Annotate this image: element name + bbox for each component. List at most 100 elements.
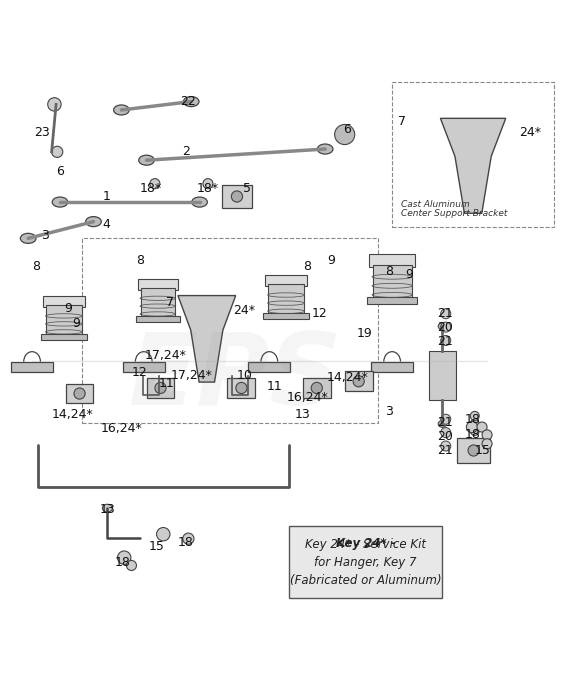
Text: 24*: 24* (519, 126, 541, 139)
Bar (227, 378, 255, 398)
Bar (141, 288, 175, 317)
Circle shape (311, 382, 323, 393)
Circle shape (231, 191, 242, 202)
Text: 12: 12 (312, 307, 328, 320)
Bar (123, 362, 165, 372)
Text: 22: 22 (181, 95, 196, 108)
Bar (41, 334, 87, 340)
Text: 7: 7 (398, 115, 406, 127)
Bar (136, 316, 180, 322)
Circle shape (441, 414, 450, 424)
Text: EPS: EPS (129, 330, 343, 426)
Text: 17,24*: 17,24* (145, 349, 187, 362)
Text: 4: 4 (103, 218, 111, 231)
Text: 15: 15 (475, 444, 490, 457)
Bar (66, 384, 94, 403)
Text: 17,24*: 17,24* (170, 369, 212, 382)
Text: 9: 9 (72, 316, 80, 330)
Text: 16,24*: 16,24* (100, 421, 142, 435)
Ellipse shape (86, 216, 102, 227)
Text: 18*: 18* (140, 181, 162, 195)
Text: Cast Aluminum: Cast Aluminum (401, 200, 469, 209)
Bar (457, 438, 490, 463)
Circle shape (441, 441, 450, 451)
Polygon shape (440, 118, 506, 214)
Text: 9: 9 (327, 254, 335, 267)
Text: 9: 9 (405, 268, 413, 281)
Text: 7: 7 (166, 296, 174, 309)
Circle shape (441, 322, 450, 332)
Ellipse shape (52, 197, 68, 207)
Text: 15: 15 (149, 540, 164, 553)
Circle shape (236, 382, 247, 393)
Text: 14,24*: 14,24* (52, 407, 94, 421)
Text: 8: 8 (385, 265, 393, 279)
Circle shape (477, 422, 487, 432)
Circle shape (150, 178, 160, 189)
FancyBboxPatch shape (289, 526, 443, 598)
Ellipse shape (139, 155, 154, 165)
Text: 24*: 24* (233, 304, 255, 317)
Bar (265, 275, 307, 286)
Circle shape (48, 98, 61, 111)
Bar (303, 378, 331, 398)
Text: 2: 2 (182, 146, 190, 158)
Text: 9: 9 (65, 302, 72, 314)
Text: 21: 21 (438, 335, 453, 348)
Ellipse shape (438, 323, 447, 330)
Text: 16,24*: 16,24* (287, 391, 328, 404)
Bar (344, 372, 373, 391)
Text: 8: 8 (33, 260, 40, 273)
Circle shape (470, 419, 479, 428)
Circle shape (353, 376, 364, 387)
Bar (373, 265, 412, 298)
Text: 20: 20 (437, 430, 453, 443)
Circle shape (466, 421, 477, 433)
Bar (429, 351, 456, 400)
Text: 19: 19 (356, 327, 372, 340)
Text: 11: 11 (158, 377, 174, 390)
Bar (367, 297, 417, 304)
Ellipse shape (113, 105, 129, 115)
Text: 21: 21 (438, 444, 453, 457)
Circle shape (482, 439, 492, 449)
Circle shape (441, 428, 450, 438)
Text: 12: 12 (132, 366, 148, 379)
Text: 18: 18 (178, 536, 194, 549)
Text: 18: 18 (465, 428, 481, 441)
Circle shape (157, 528, 170, 541)
Text: 18: 18 (465, 413, 481, 426)
Bar (268, 284, 304, 314)
Text: 3: 3 (385, 405, 393, 418)
Bar (137, 279, 178, 290)
Ellipse shape (192, 197, 208, 207)
Bar (371, 362, 413, 372)
Bar (249, 362, 290, 372)
Text: 8: 8 (136, 254, 144, 267)
Circle shape (441, 309, 450, 318)
Bar (46, 305, 82, 335)
Text: 23: 23 (34, 126, 49, 139)
Bar (146, 378, 174, 398)
Text: 5: 5 (243, 181, 251, 195)
Ellipse shape (318, 144, 333, 154)
Bar (263, 313, 309, 319)
Circle shape (126, 561, 136, 570)
Bar (11, 362, 53, 372)
Text: 8: 8 (304, 260, 311, 273)
Text: 3: 3 (41, 229, 49, 242)
Text: 21: 21 (438, 416, 453, 429)
Bar (82, 239, 378, 423)
Circle shape (117, 551, 131, 564)
Text: Center Support Bracket: Center Support Bracket (401, 209, 507, 218)
Circle shape (74, 388, 85, 399)
Circle shape (183, 533, 194, 545)
Circle shape (441, 335, 450, 346)
Polygon shape (178, 295, 236, 382)
Text: Key 24* -: Key 24* - (336, 537, 396, 550)
Text: 13: 13 (99, 503, 116, 516)
Ellipse shape (103, 504, 112, 512)
Bar (43, 296, 85, 307)
Bar (392, 82, 554, 228)
Text: 11: 11 (267, 380, 283, 393)
